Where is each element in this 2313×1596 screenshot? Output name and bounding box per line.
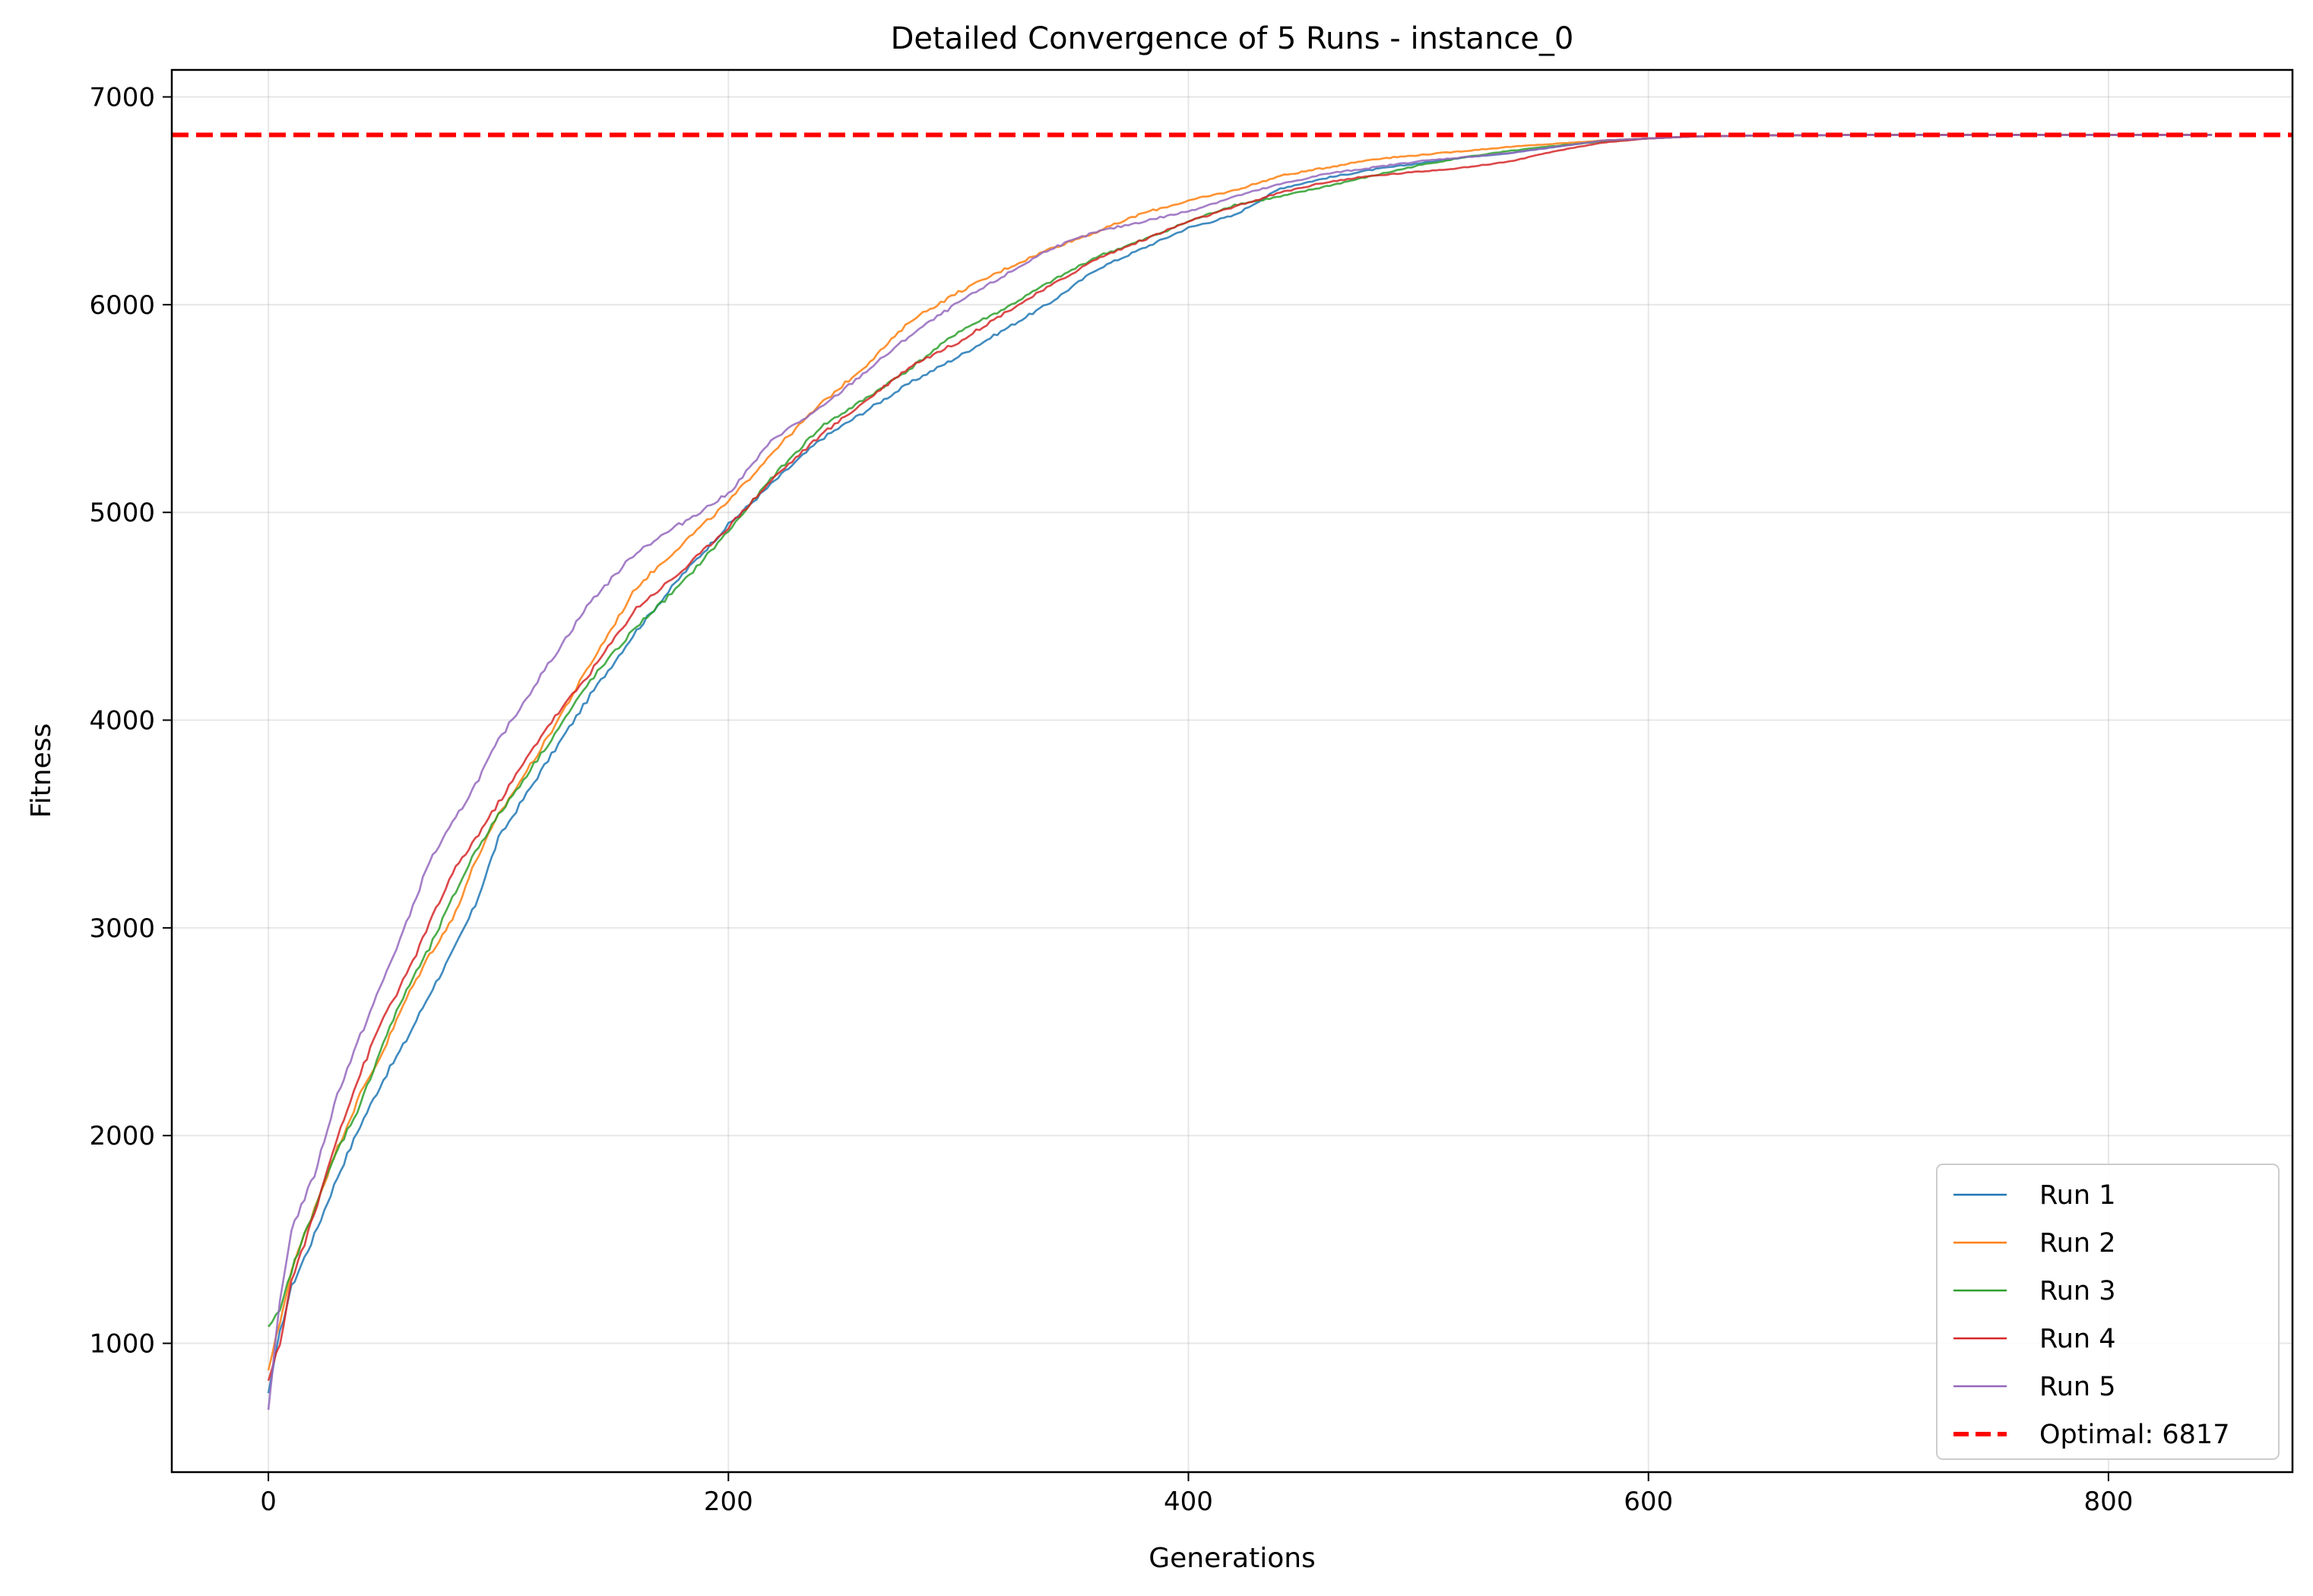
- x-tick-label: 600: [1624, 1487, 1673, 1517]
- y-axis-label: Fitness: [26, 724, 57, 819]
- legend-box: [1936, 1164, 2280, 1460]
- plot-frame: [170, 68, 2294, 1474]
- legend-label: Optimal: 6817: [2039, 1420, 2229, 1450]
- chart-title: Detailed Convergence of 5 Runs - instanc…: [891, 21, 1574, 56]
- legend-label: Run 5: [2039, 1372, 2116, 1402]
- y-tick-label: 3000: [89, 914, 155, 944]
- x-tick-label: 800: [2083, 1487, 2133, 1517]
- y-tick-label: 4000: [89, 706, 155, 736]
- y-tick-label: 6000: [89, 290, 155, 321]
- legend-item-run-5: Run 5: [1953, 1372, 2116, 1402]
- legend-label: Run 3: [2039, 1276, 2116, 1306]
- legend-item-optimal: Optimal: 6817: [1953, 1420, 2229, 1450]
- legend-item-run-1: Run 1: [1953, 1180, 2116, 1211]
- ticks: 0 200 400 600 800 1000 2000 3000 4000 5000 6000 700…: [89, 83, 2133, 1517]
- y-tick-label: 2000: [89, 1121, 155, 1151]
- y-tick-label: 7000: [89, 83, 155, 113]
- x-axis-label: Generations: [1149, 1543, 1316, 1574]
- legend-item-run-2: Run 2: [1953, 1228, 2116, 1259]
- series-layer: [172, 132, 2292, 1411]
- legend-label: Run 4: [2039, 1324, 2116, 1354]
- x-tick-label: 0: [260, 1487, 277, 1517]
- legend-label: Run 1: [2039, 1180, 2116, 1211]
- legend-item-run-3: Run 3: [1953, 1276, 2116, 1306]
- legend-item-run-4: Run 4: [1953, 1324, 2116, 1354]
- y-tick-label: 5000: [89, 498, 155, 528]
- legend: Run 1 Run 2 Run 3 Run 4 Run 5 Optimal: 6817: [1936, 1164, 2280, 1460]
- grid: [172, 70, 2292, 1472]
- x-tick-label: 200: [704, 1487, 753, 1517]
- legend-label: Run 2: [2039, 1228, 2116, 1259]
- x-tick-label: 400: [1164, 1487, 1213, 1517]
- y-tick-label: 1000: [89, 1329, 155, 1360]
